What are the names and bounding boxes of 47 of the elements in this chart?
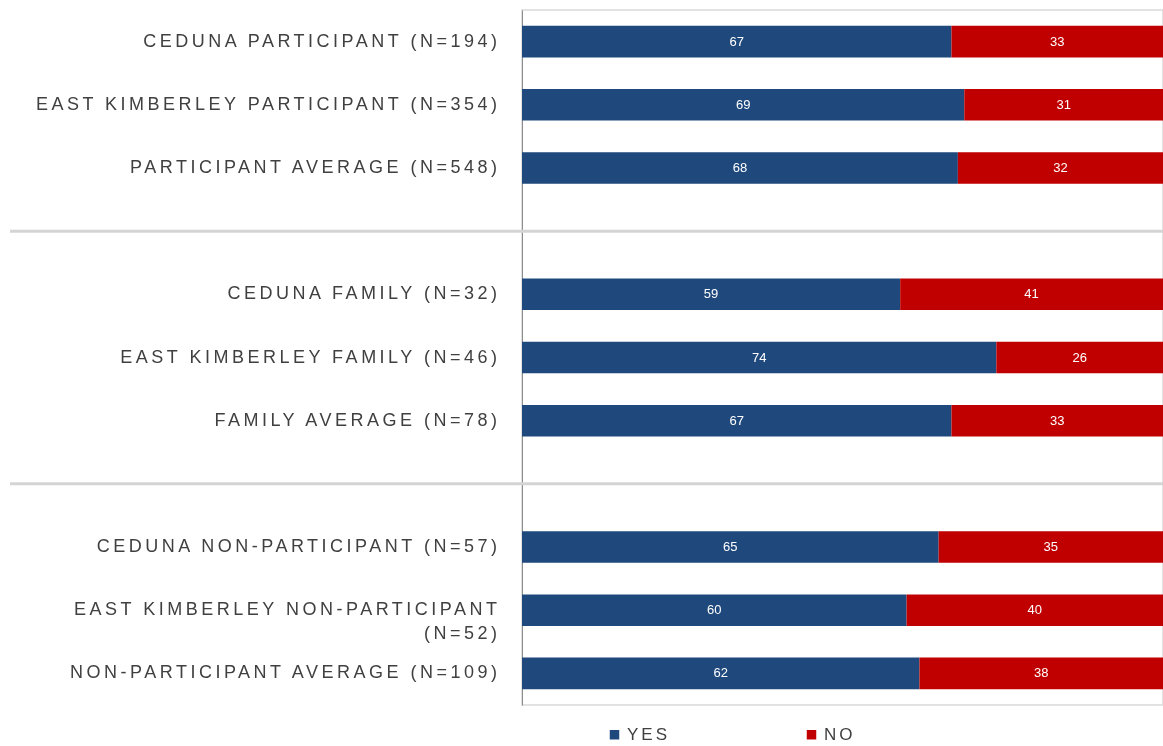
data-label: 67 [729, 33, 744, 49]
bar [522, 88, 965, 121]
data-label: 41 [1024, 286, 1039, 302]
legend-label: YES [627, 724, 671, 744]
bar [522, 152, 958, 184]
data-label: 38 [1033, 665, 1049, 681]
bar [951, 404, 1163, 437]
y-tick-label: CEDUNA NON-PARTICIPANT (N=57) [96, 536, 501, 557]
y-tick-label: EAST KIMBERLEY NON-PARTICIPANT (N=52) [74, 599, 501, 644]
data-label: 59 [703, 286, 719, 302]
y-tick-label: CEDUNA PARTICIPANT (N=194) [143, 30, 501, 51]
data-label: 67 [729, 412, 744, 428]
y-tick-label: EAST KIMBERLEY FAMILY (N=46) [120, 346, 501, 367]
y-tick-label: NON-PARTICIPANT AVERAGE (N=109) [70, 662, 501, 683]
bar [906, 594, 1163, 627]
bar [522, 404, 952, 437]
bar [522, 278, 901, 311]
legend-label: NO [824, 724, 856, 744]
bar [996, 341, 1163, 374]
y-tick-label: PARTICIPANT AVERAGE (N=548) [130, 156, 501, 177]
y-tick-label: EAST KIMBERLEY PARTICIPANT (N=354) [35, 93, 501, 114]
bar [522, 25, 952, 58]
y-tick-label: FAMILY AVERAGE (N=78) [214, 409, 501, 430]
data-label: 31 [1056, 96, 1071, 112]
data-label: 33 [1050, 33, 1065, 49]
bar [919, 657, 1163, 690]
bar [522, 531, 939, 563]
data-label: 32 [1053, 159, 1068, 175]
data-label: 40 [1027, 602, 1043, 618]
data-label: 68 [732, 159, 748, 175]
data-label: 26 [1072, 349, 1087, 365]
data-label: 33 [1050, 412, 1065, 428]
bar [938, 531, 1163, 563]
bar [964, 88, 1163, 121]
bar [522, 341, 997, 374]
data-label: 60 [707, 602, 722, 618]
bar [900, 278, 1163, 311]
data-label: 62 [713, 665, 728, 681]
y-tick-label: CEDUNA FAMILY (N=32) [227, 283, 501, 304]
bar [951, 25, 1163, 58]
data-label: 74 [751, 349, 767, 365]
bar [522, 594, 907, 627]
bar [522, 657, 920, 690]
data-label: 35 [1043, 539, 1059, 555]
data-label: 69 [735, 96, 751, 112]
data-label: 65 [723, 539, 738, 555]
bar [957, 152, 1163, 184]
